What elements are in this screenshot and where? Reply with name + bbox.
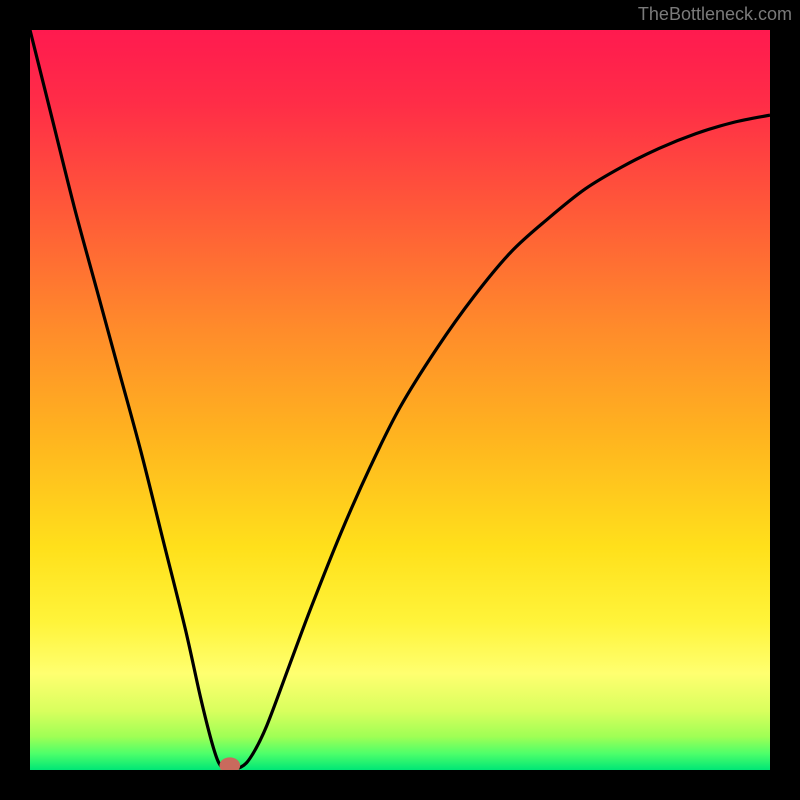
gradient-background	[30, 30, 770, 770]
watermark-text: TheBottleneck.com	[638, 4, 792, 25]
chart-container: TheBottleneck.com	[0, 0, 800, 800]
